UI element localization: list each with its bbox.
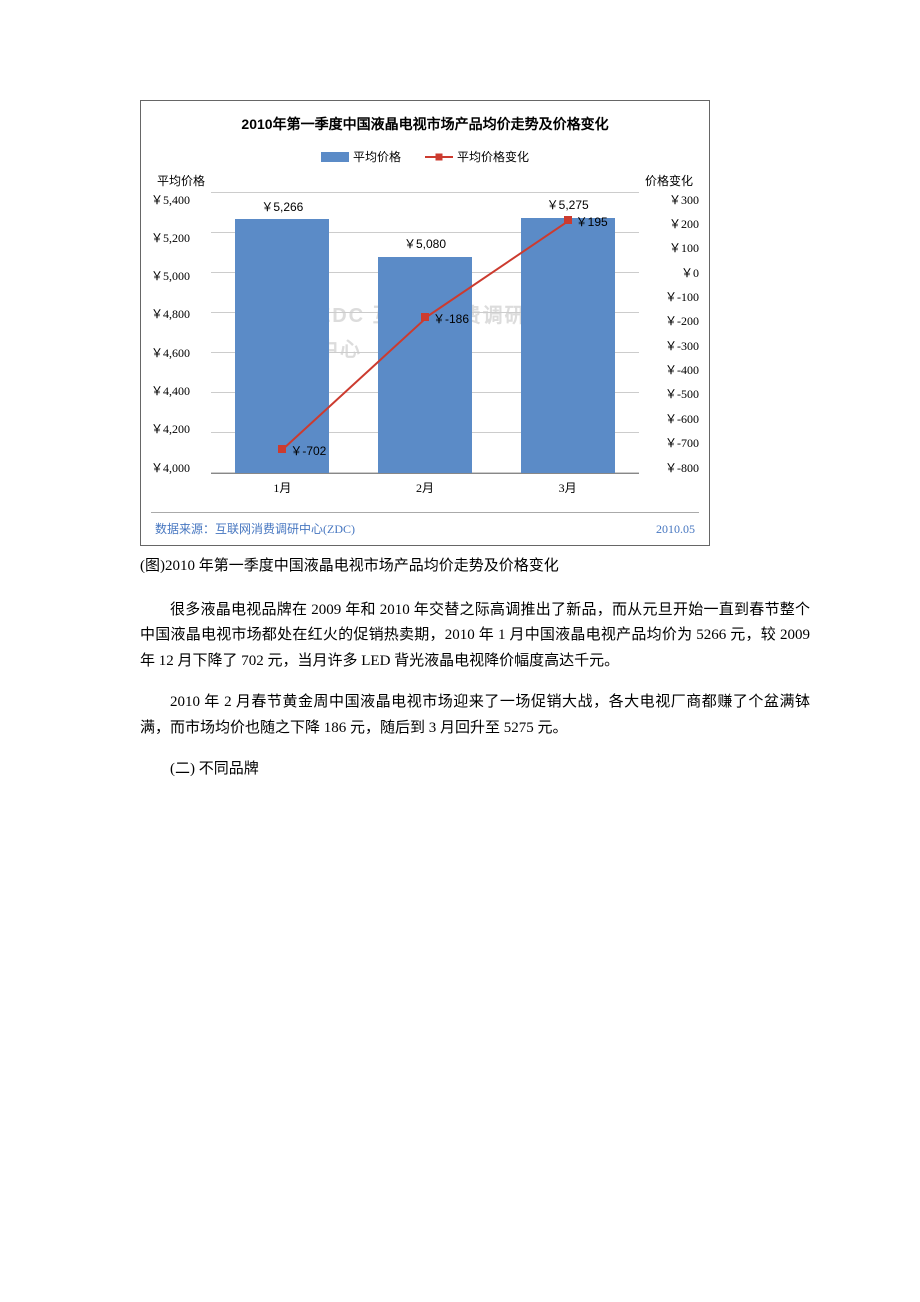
bar [521,218,615,473]
y-right-tick: ￥300 [669,194,699,206]
legend-line-label: 平均价格变化 [457,147,529,167]
section-heading: (二) 不同品牌 [70,757,850,783]
y-right-tick: ￥-800 [665,462,699,474]
x-axis: 1月 2月 3月 [151,474,699,506]
y-left-tick: ￥5,000 [151,270,211,282]
chart-container: 2010年第一季度中国液晶电视市场产品均价走势及价格变化 平均价格 平均价格变化… [140,100,710,546]
y-right-tick: ￥-400 [665,364,699,376]
y-right-tick: ￥200 [669,218,699,230]
chart-title: 2010年第一季度中国液晶电视市场产品均价走势及价格变化 [151,109,699,147]
plot-wrap: ￥5,400 ￥5,200 ￥5,000 ￥4,800 ￥4,600 ￥4,400 ￥4,2… [151,194,699,474]
line-marker-label: ￥-702 [290,441,326,461]
y-left-tick: ￥4,200 [151,423,211,435]
y-right-tick: ￥-300 [665,340,699,352]
chart-legend: 平均价格 平均价格变化 [151,147,699,167]
legend-line: 平均价格变化 [425,147,529,167]
x-tick: 2月 [416,478,434,498]
line-marker [421,313,429,321]
line-marker [564,216,572,224]
y-right-title: 价格变化 [645,171,693,191]
y-left-tick: ￥5,400 [151,194,211,206]
y-right-tick: ￥-600 [665,413,699,425]
y-left-title: 平均价格 [157,171,205,191]
y-right-tick: ￥100 [669,242,699,254]
line-marker-label: ￥-186 [433,309,469,329]
plot-area: ZDC 互联网消费调研中心 ￥5,266￥5,080￥5,275￥-702￥-1… [211,194,639,474]
paragraph-2: 2010 年 2 月春节黄金周中国液晶电视市场迎来了一场促销大战，各大电视厂商都… [70,690,850,741]
x-tick: 1月 [273,478,291,498]
legend-bar: 平均价格 [321,147,401,167]
y-left-axis: ￥5,400 ￥5,200 ￥5,000 ￥4,800 ￥4,600 ￥4,400 ￥4,2… [151,194,211,474]
y-left-tick: ￥4,800 [151,308,211,320]
y-right-axis: ￥300 ￥200 ￥100 ￥0 ￥-100 ￥-200 ￥-300 ￥-400 ￥-500 ￥… [639,194,699,474]
legend-line-swatch [425,156,453,158]
footer-date: 2010.05 [656,519,695,539]
legend-bar-label: 平均价格 [353,147,401,167]
y-left-tick: ￥4,000 [151,462,211,474]
chart-footer: 数据来源：互联网消费调研中心(ZDC) 2010.05 [151,512,699,545]
bar [235,219,329,472]
chart-caption: (图)2010 年第一季度中国液晶电视市场产品均价走势及价格变化 [140,554,850,580]
x-tick: 3月 [559,478,577,498]
grid-line [211,192,639,193]
paragraph-1: 很多液晶电视品牌在 2009 年和 2010 年交替之际高调推出了新品，而从元旦… [70,598,850,675]
footer-source: 数据来源：互联网消费调研中心(ZDC) [155,519,355,539]
y-right-tick: ￥-100 [665,291,699,303]
bar-label: ￥5,080 [404,234,446,254]
axis-titles: 平均价格 价格变化 [151,171,699,193]
bar-label: ￥5,266 [261,197,303,217]
legend-bar-swatch [321,152,349,162]
y-right-tick: ￥-500 [665,388,699,400]
line-marker-label: ￥195 [576,212,608,232]
y-right-tick: ￥-700 [665,437,699,449]
line-marker [278,445,286,453]
y-left-tick: ￥4,400 [151,385,211,397]
y-left-tick: ￥5,200 [151,232,211,244]
bar [378,257,472,473]
y-right-tick: ￥0 [681,267,699,279]
y-left-tick: ￥4,600 [151,347,211,359]
y-right-tick: ￥-200 [665,315,699,327]
